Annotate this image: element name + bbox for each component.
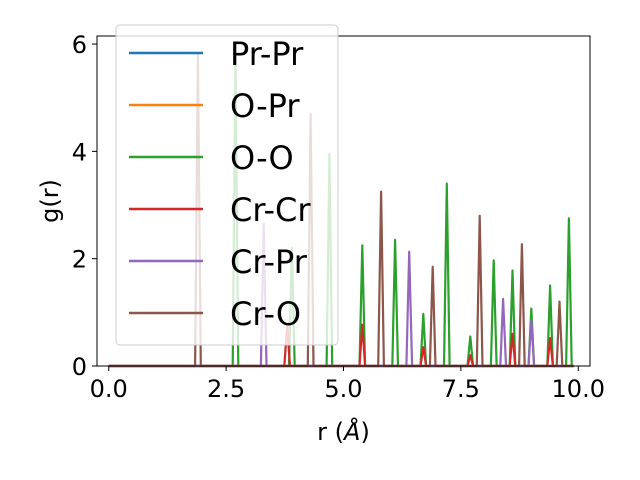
legend-box — [115, 24, 339, 346]
x-tick-label: 2.5 — [207, 375, 245, 403]
y-tick-label: 4 — [72, 138, 87, 166]
y-tick-label: 0 — [72, 353, 87, 381]
x-axis-label: r (Å) — [317, 417, 370, 446]
y-tick-label: 2 — [72, 246, 87, 274]
x-axis-label-close: ) — [360, 418, 369, 446]
legend-label: Pr-Pr — [230, 35, 304, 73]
legend-label: Cr-Pr — [230, 243, 308, 281]
x-axis-label-main: r ( — [317, 418, 344, 446]
x-tick-label: 7.5 — [442, 375, 480, 403]
x-tick-label: 5.0 — [324, 375, 362, 403]
x-axis-label-unit: Å — [342, 417, 360, 446]
x-axis: 0.0 2.5 5.0 7.5 10.0 — [90, 366, 605, 403]
legend-label: O-O — [230, 139, 294, 177]
x-tick-label: 10.0 — [552, 375, 605, 403]
y-tick-label: 6 — [72, 31, 87, 59]
legend-label: O-Pr — [230, 87, 300, 125]
y-axis-label: g(r) — [36, 179, 64, 223]
legend-label: Cr-Cr — [230, 191, 311, 229]
legend: Pr-Pr O-Pr O-O Cr-Cr Cr-Pr Cr-O — [115, 24, 339, 346]
y-axis: 0 2 4 6 — [72, 31, 97, 381]
legend-items: Pr-Pr O-Pr O-O Cr-Cr Cr-Pr Cr-O — [129, 35, 311, 333]
x-tick-label: 0.0 — [90, 375, 128, 403]
legend-label: Cr-O — [230, 295, 301, 333]
